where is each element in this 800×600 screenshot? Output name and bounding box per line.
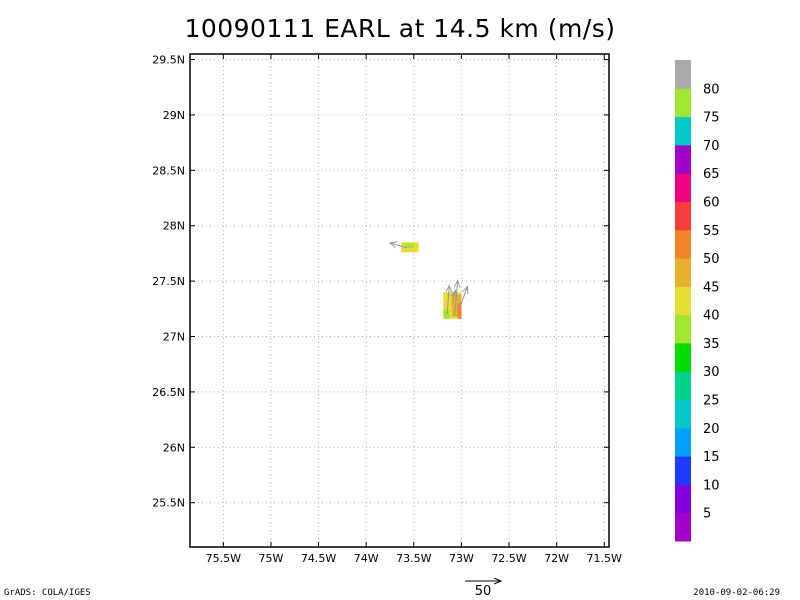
y-tick-label-7: 29N	[163, 109, 185, 122]
wind-vector-3	[459, 286, 467, 309]
colorbar-label-4: 25	[703, 394, 720, 409]
colorbar-label-6: 35	[703, 337, 720, 352]
wind-vector-1	[447, 286, 449, 315]
colorbar-swatch-7	[675, 314, 691, 344]
colorbar-swatch-16	[675, 60, 691, 89]
y-axis-ticks: 25.5N 26N 26.5N 27N 27.5N 28N 28.5N 29N 29.5N	[152, 54, 609, 510]
colorbar-label-1: 10	[703, 478, 720, 493]
x-axis-ticks: 75.5W 75W 74.5W 74W 73.5W 73W 72.5W 72W 71.5W	[206, 54, 622, 565]
y-tick-label-3: 27N	[163, 331, 185, 344]
plot-frame	[189, 53, 610, 548]
colorbar-label-14: 75	[703, 111, 720, 126]
x-tick-label-2: 74.5W	[301, 552, 336, 565]
x-tick-label-5: 73W	[449, 552, 474, 565]
colorbar-swatch-11	[675, 201, 691, 231]
y-tick-label-0: 25.5N	[152, 497, 185, 510]
colorbar-swatch-12	[675, 173, 691, 202]
colorbar-swatch-10	[675, 229, 691, 259]
colorbar-swatch-5	[675, 371, 691, 401]
colorbar-swatch-8	[675, 286, 691, 316]
colorbar-label-7: 40	[703, 309, 720, 324]
colorbar-swatch-9	[675, 258, 691, 287]
colorbar-label-13: 70	[703, 139, 720, 154]
colorbar-label-11: 60	[703, 195, 720, 210]
y-tick-label-2: 26.5N	[152, 386, 185, 399]
footer-credit: GrADS: COLA/IGES	[4, 588, 91, 598]
chart-title: 10090111 EARL at 14.5 km (m/s)	[184, 14, 616, 43]
colorbar: 5 10 15 20 25 30 35 40 45 50 55 60 65 70 75 80	[675, 60, 720, 542]
colorbar-label-15: 80	[703, 82, 720, 97]
wind-vectors	[390, 243, 468, 315]
x-tick-label-4: 73.5W	[396, 552, 431, 565]
wind-vector-4	[452, 290, 456, 304]
x-tick-label-0: 75.5W	[206, 552, 241, 565]
colorbar-label-9: 50	[703, 252, 720, 267]
y-tick-label-4: 27.5N	[152, 275, 185, 288]
colorbar-label-12: 65	[703, 167, 720, 182]
x-tick-label-7: 72W	[544, 552, 569, 565]
x-tick-label-6: 72.5W	[491, 552, 526, 565]
colorbar-swatch-15	[675, 88, 691, 118]
x-tick-label-1: 75W	[259, 552, 284, 565]
y-tick-label-5: 28N	[163, 220, 185, 233]
colorbar-swatch-0	[675, 512, 691, 542]
x-tick-label-3: 74W	[354, 552, 379, 565]
y-tick-label-1: 26N	[163, 441, 185, 454]
wind-speed-cells	[401, 242, 462, 319]
wind-cell-1	[405, 243, 414, 248]
colorbar-swatch-3	[675, 427, 691, 457]
colorbar-swatch-2	[675, 456, 691, 485]
wind-vector-0	[390, 243, 408, 249]
colorbar-label-2: 15	[703, 450, 720, 465]
wind-cell-5	[443, 309, 450, 319]
footer-timestamp: 2010-09-02-06:29	[693, 588, 780, 598]
colorbar-swatch-14	[675, 116, 691, 146]
colorbar-label-5: 30	[703, 365, 720, 380]
colorbar-label-10: 55	[703, 224, 720, 239]
wind-cell-3	[451, 294, 462, 317]
grid-lines	[190, 54, 609, 547]
y-tick-label-6: 28.5N	[152, 164, 185, 177]
colorbar-swatch-4	[675, 399, 691, 429]
x-tick-label-8: 71.5W	[587, 552, 622, 565]
colorbar-swatch-13	[675, 144, 691, 174]
colorbar-label-8: 45	[703, 280, 720, 295]
y-tick-label-8: 29.5N	[152, 54, 185, 67]
colorbar-swatch-6	[675, 342, 691, 372]
reference-vector-label: 50	[474, 584, 492, 599]
colorbar-swatch-1	[675, 484, 691, 514]
colorbar-label-0: 5	[703, 507, 711, 522]
colorbar-label-3: 20	[703, 422, 720, 437]
wind-cell-4	[457, 303, 462, 319]
